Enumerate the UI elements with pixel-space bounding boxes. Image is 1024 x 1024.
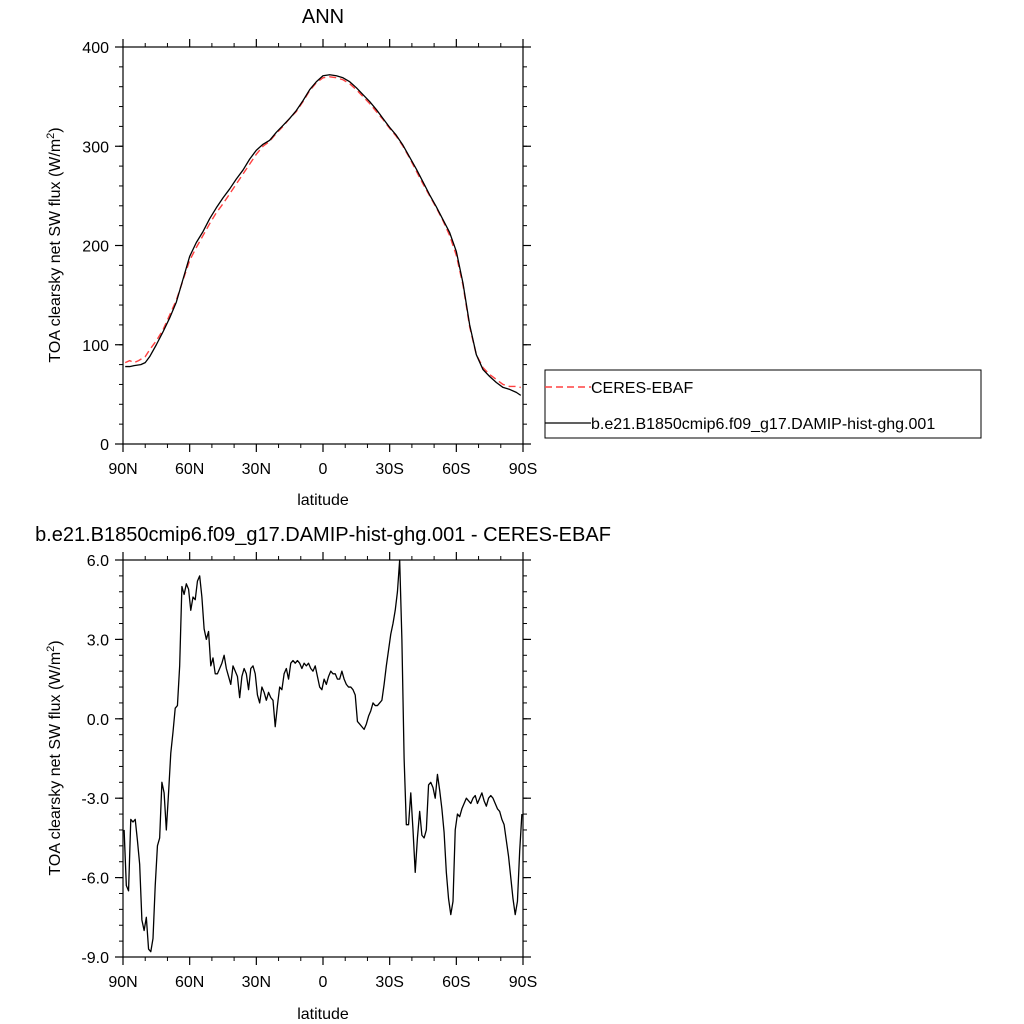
y-tick-label: 300 bbox=[82, 139, 109, 156]
x-tick-label: 90N bbox=[108, 974, 137, 991]
legend: CERES-EBAF b.e21.B1850cmip6.f09_g17.DAMI… bbox=[544, 369, 982, 439]
y-tick-label: 400 bbox=[82, 40, 109, 57]
axis-tick-labels: 90N 60N 30N 0 30S 60S 90S 0 100 200 300 400 bbox=[82, 40, 537, 478]
y-tick-label: 6.0 bbox=[87, 553, 109, 570]
plot-frame bbox=[122, 46, 524, 445]
x-axis-label: latitude bbox=[297, 1006, 349, 1023]
legend-label-model: b.e21.B1850cmip6.f09_g17.DAMIP-hist-ghg.… bbox=[591, 416, 935, 433]
x-tick-label: 60S bbox=[442, 974, 470, 991]
chart-title: b.e21.B1850cmip6.f09_g17.DAMIP-hist-ghg.… bbox=[35, 524, 611, 546]
y-axis-label-tail: ) bbox=[47, 127, 64, 132]
x-axis-label: latitude bbox=[297, 492, 349, 509]
series-line-model bbox=[123, 559, 523, 953]
y-axis-label-main: TOA clearsky net SW flux (W/m bbox=[47, 652, 64, 876]
difference-panel: b.e21.B1850cmip6.f09_g17.DAMIP-hist-ghg.… bbox=[35, 524, 611, 1023]
series-lines bbox=[124, 74, 522, 396]
y-tick-label: 0 bbox=[100, 437, 109, 454]
y-tick-label: -3.0 bbox=[81, 791, 109, 808]
axis-ticks bbox=[115, 552, 531, 965]
chart-title: ANN bbox=[302, 6, 344, 28]
x-tick-label: 30N bbox=[242, 461, 271, 478]
y-axis-label: TOA clearsky net SW flux (W/m2) bbox=[45, 640, 64, 875]
y-axis-label-sup: 2 bbox=[45, 133, 57, 139]
x-tick-label: 0 bbox=[319, 461, 328, 478]
y-axis-label-sup: 2 bbox=[45, 646, 57, 652]
x-tick-label: 90N bbox=[108, 461, 137, 478]
y-tick-label: 0.0 bbox=[87, 712, 109, 729]
x-tick-label: 90S bbox=[509, 974, 537, 991]
y-axis-label-tail: ) bbox=[47, 640, 64, 645]
axis-ticks bbox=[115, 39, 531, 452]
y-tick-label: 3.0 bbox=[87, 632, 109, 649]
plot-frame bbox=[122, 559, 524, 958]
x-tick-label: 30S bbox=[375, 461, 403, 478]
legend-box bbox=[544, 369, 982, 439]
x-tick-label: 90S bbox=[509, 461, 537, 478]
legend-label-obs: CERES-EBAF bbox=[591, 380, 693, 397]
series-lines bbox=[123, 559, 523, 953]
y-tick-label: -6.0 bbox=[81, 871, 109, 888]
climatology-panel: ANN 90N 60N 30N 0 30S 60S 90S 0 100 200 300 400 lat… bbox=[45, 6, 982, 509]
y-tick-label: 200 bbox=[82, 239, 109, 256]
x-tick-label: 0 bbox=[319, 974, 328, 991]
series-line-model bbox=[125, 74, 522, 396]
axis-tick-labels: 90N 60N 30N 0 30S 60S 90S -9.0 -6.0 -3.0 0.0 3.0 6.0 bbox=[81, 553, 537, 991]
series-line-obs bbox=[124, 76, 521, 389]
x-tick-label: 60S bbox=[442, 461, 470, 478]
y-axis-label: TOA clearsky net SW flux (W/m2) bbox=[45, 127, 64, 362]
x-tick-label: 30S bbox=[375, 974, 403, 991]
y-tick-label: 100 bbox=[82, 338, 109, 355]
x-tick-label: 30N bbox=[242, 974, 271, 991]
y-tick-label: -9.0 bbox=[81, 950, 109, 967]
x-tick-label: 60N bbox=[175, 974, 204, 991]
y-axis-label-main: TOA clearsky net SW flux (W/m bbox=[47, 139, 64, 363]
x-tick-label: 60N bbox=[175, 461, 204, 478]
